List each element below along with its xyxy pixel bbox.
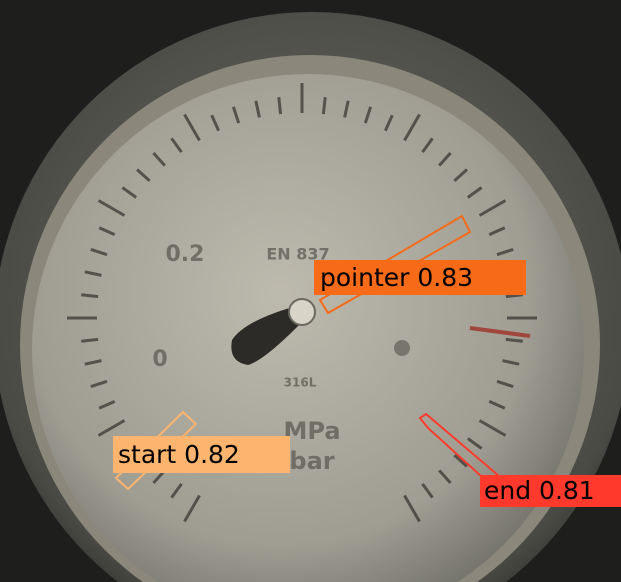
tick bbox=[403, 494, 421, 523]
tick bbox=[466, 186, 483, 199]
label: pointer 0.83 bbox=[320, 263, 473, 292]
tick bbox=[505, 293, 523, 299]
tick bbox=[363, 106, 373, 124]
tick bbox=[478, 419, 507, 437]
tick bbox=[183, 113, 201, 142]
tick bbox=[90, 379, 108, 389]
dial-label: EN 837 bbox=[266, 245, 329, 264]
tick bbox=[421, 482, 434, 499]
detection-pointer: pointer 0.83 bbox=[314, 214, 526, 315]
tick bbox=[254, 100, 261, 118]
tick bbox=[277, 97, 283, 115]
tick bbox=[170, 137, 183, 154]
needle-hub bbox=[288, 298, 316, 326]
tick bbox=[478, 199, 507, 217]
label-bg bbox=[113, 436, 290, 473]
tick bbox=[343, 100, 350, 118]
tick bbox=[321, 97, 327, 115]
label: end 0.81 bbox=[484, 476, 595, 505]
detection-start: start 0.82 bbox=[113, 410, 290, 491]
screw bbox=[394, 340, 410, 356]
box bbox=[114, 410, 198, 491]
tick bbox=[466, 437, 483, 450]
tick bbox=[488, 226, 506, 236]
tick bbox=[210, 114, 220, 132]
tick bbox=[421, 137, 434, 154]
tick bbox=[81, 337, 99, 343]
dial-label: bar bbox=[289, 447, 334, 475]
dial-label: 0.2 bbox=[166, 242, 205, 267]
needle bbox=[231, 305, 304, 365]
tick bbox=[183, 494, 201, 523]
tick bbox=[502, 359, 520, 366]
tick bbox=[84, 270, 102, 277]
tick bbox=[453, 454, 468, 468]
tick bbox=[90, 247, 108, 257]
tick bbox=[84, 359, 102, 366]
tick bbox=[384, 114, 394, 132]
tick bbox=[136, 168, 151, 182]
red-mark bbox=[469, 326, 531, 338]
tick bbox=[488, 400, 506, 410]
dial-label: 0 bbox=[152, 347, 167, 372]
detection-end: end 0.81 bbox=[418, 412, 621, 507]
tick bbox=[81, 293, 99, 299]
tick bbox=[438, 152, 452, 167]
tick bbox=[403, 113, 421, 142]
box bbox=[318, 214, 472, 315]
tick bbox=[98, 400, 116, 410]
tick bbox=[152, 152, 166, 167]
tick bbox=[505, 337, 523, 343]
label-bg bbox=[480, 475, 621, 507]
dial-label: MPa bbox=[283, 417, 340, 445]
tick bbox=[438, 469, 452, 484]
tick bbox=[453, 168, 468, 182]
tick bbox=[98, 226, 116, 236]
tick bbox=[97, 419, 126, 437]
dial-labels: 0.2 0 EN 837 316L MPa bar bbox=[152, 242, 340, 475]
tick bbox=[496, 247, 514, 257]
tick bbox=[121, 186, 138, 199]
label-bg bbox=[314, 260, 526, 295]
label: start 0.82 bbox=[118, 440, 240, 469]
tick bbox=[97, 199, 126, 217]
tick bbox=[231, 106, 241, 124]
tick bbox=[170, 482, 183, 499]
tick bbox=[496, 379, 514, 389]
dial-label: 316L bbox=[284, 376, 317, 390]
